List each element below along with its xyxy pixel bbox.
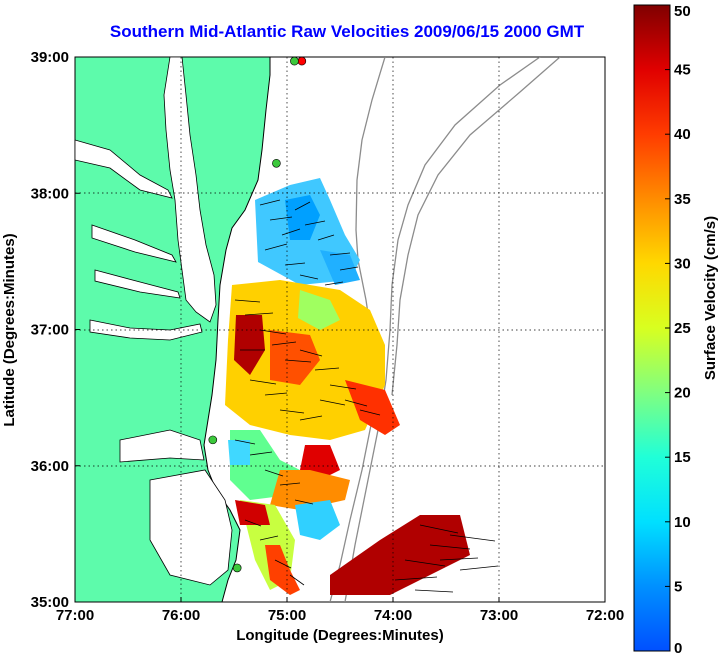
station-marker xyxy=(297,57,307,66)
potomac-river xyxy=(75,139,173,199)
rappahannock-river xyxy=(91,224,177,263)
colorbar-tick-label: 40 xyxy=(674,126,691,143)
latitude-tick-label: 38:00 xyxy=(31,185,69,202)
colorbar-label: Surface Velocity (cm/s) xyxy=(702,216,719,380)
latitude-tick-label: 39:00 xyxy=(31,49,69,66)
velocity-vectors xyxy=(234,199,499,593)
longitude-ticks: 77:00 76:00 75:00 74:00 73:00 72:00 xyxy=(56,597,624,624)
colorbar-tick-label: 25 xyxy=(674,320,691,337)
latitude-tick-label: 35:00 xyxy=(31,594,69,611)
colorbar-tick-label: 5 xyxy=(674,578,682,595)
colorbar-tick-label: 30 xyxy=(674,255,691,272)
york-river xyxy=(94,269,181,299)
longitude-tick-label: 74:00 xyxy=(374,607,412,624)
latitude-tick-label: 36:00 xyxy=(31,458,69,475)
pamlico-sound xyxy=(149,469,233,586)
grid xyxy=(75,57,605,602)
chesapeake-bay xyxy=(163,57,217,323)
station-marker xyxy=(208,435,218,445)
colorbar-tick-label: 0 xyxy=(674,640,682,657)
longitude-tick-label: 77:00 xyxy=(56,607,94,624)
colorbar xyxy=(633,4,671,652)
james-river xyxy=(89,319,203,341)
station-marker xyxy=(272,158,281,168)
latitude-ticks: 39:00 38:00 37:00 36:00 35:00 xyxy=(31,49,80,611)
x-axis-label: Longitude (Degrees:Minutes) xyxy=(236,627,444,644)
colorbar-tick-label: 35 xyxy=(674,191,691,208)
colorbar-tick-label: 15 xyxy=(674,449,691,466)
colorbar-tick-label: 45 xyxy=(674,62,691,79)
colorbar-tick-label: 50 xyxy=(674,3,691,20)
map-title: Southern Mid-Atlantic Raw Velocities 200… xyxy=(109,22,585,41)
latitude-tick-label: 37:00 xyxy=(31,322,69,339)
colorbar-tick-label: 20 xyxy=(674,385,691,402)
albemarle-sound xyxy=(119,429,205,463)
station-marker xyxy=(290,57,299,66)
y-axis-label: Latitude (Degrees:Minutes) xyxy=(1,233,18,426)
station-markers xyxy=(208,57,307,573)
longitude-tick-label: 72:00 xyxy=(586,607,624,624)
longitude-tick-label: 75:00 xyxy=(268,607,306,624)
colorbar-tick-label: 10 xyxy=(674,514,691,531)
longitude-tick-label: 76:00 xyxy=(162,607,200,624)
longitude-tick-label: 73:00 xyxy=(480,607,518,624)
station-marker xyxy=(232,563,242,573)
